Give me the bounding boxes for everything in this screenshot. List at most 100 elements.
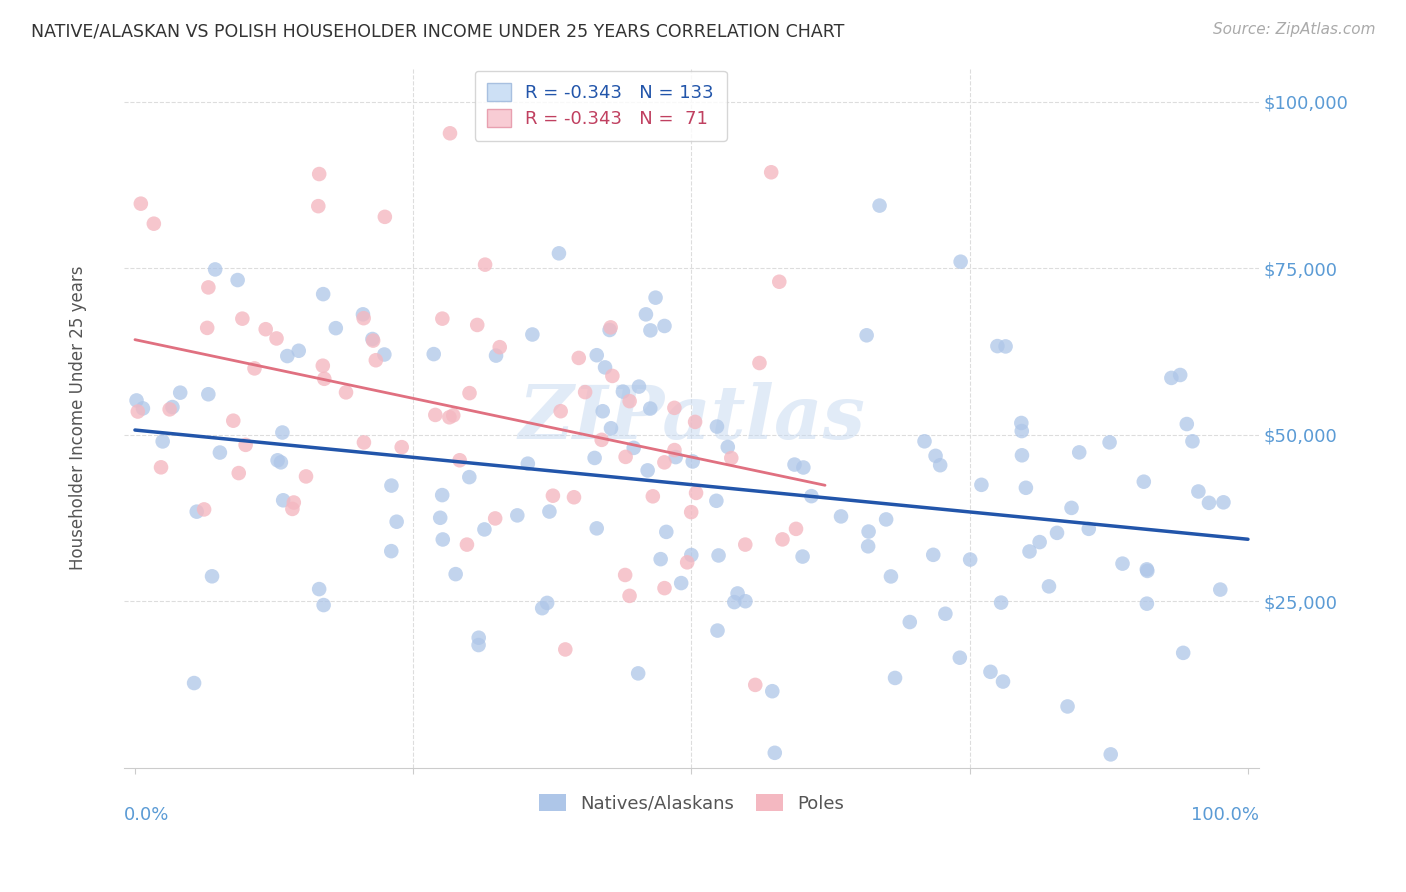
Point: [602, 368, 624, 383]
Point: [271, 425, 294, 440]
Point: [1038, 579, 1060, 593]
Point: [681, 548, 703, 562]
Point: [422, 347, 444, 361]
Point: [585, 521, 607, 535]
Point: [266, 453, 288, 467]
Point: [583, 450, 606, 465]
Point: [924, 449, 946, 463]
Point: [467, 638, 489, 652]
Point: [1136, 564, 1159, 578]
Point: [706, 493, 728, 508]
Point: [727, 586, 749, 600]
Point: [761, 684, 783, 698]
Point: [1046, 525, 1069, 540]
Point: [707, 549, 730, 563]
Point: [783, 458, 806, 472]
Point: [186, 505, 208, 519]
Point: [650, 552, 672, 566]
Point: [374, 210, 396, 224]
Point: [772, 533, 794, 547]
Point: [1187, 484, 1209, 499]
Point: [425, 408, 447, 422]
Point: [554, 642, 576, 657]
Point: [934, 607, 956, 621]
Point: [1136, 562, 1159, 576]
Text: ZIPatlas: ZIPatlas: [517, 382, 865, 454]
Point: [380, 478, 402, 492]
Point: [979, 665, 1001, 679]
Point: [949, 650, 972, 665]
Point: [949, 254, 972, 268]
Point: [287, 343, 309, 358]
Point: [312, 359, 335, 373]
Point: [391, 440, 413, 454]
Point: [432, 311, 454, 326]
Point: [614, 450, 637, 464]
Point: [361, 334, 384, 348]
Point: [197, 387, 219, 401]
Point: [439, 126, 461, 140]
Point: [1133, 475, 1156, 489]
Point: [522, 327, 544, 342]
Point: [325, 321, 347, 335]
Point: [1060, 500, 1083, 515]
Point: [352, 307, 374, 321]
Point: [235, 438, 257, 452]
Point: [228, 466, 250, 480]
Point: [991, 674, 1014, 689]
Point: [183, 676, 205, 690]
Point: [761, 165, 783, 179]
Point: [1099, 747, 1122, 762]
Point: [295, 469, 318, 483]
Point: [380, 544, 402, 558]
Point: [361, 332, 384, 346]
Text: NATIVE/ALASKAN VS POLISH HOUSEHOLDER INCOME UNDER 25 YEARS CORRELATION CHART: NATIVE/ALASKAN VS POLISH HOUSEHOLDER INC…: [31, 22, 845, 40]
Point: [129, 196, 152, 211]
Point: [169, 385, 191, 400]
Point: [307, 199, 329, 213]
Point: [541, 489, 564, 503]
Point: [1011, 448, 1033, 462]
Point: [162, 400, 184, 414]
Point: [193, 502, 215, 516]
Point: [444, 567, 467, 582]
Point: [335, 385, 357, 400]
Point: [574, 385, 596, 400]
Point: [456, 538, 478, 552]
Point: [226, 273, 249, 287]
Point: [669, 576, 692, 591]
Point: [312, 287, 335, 301]
Point: [1175, 417, 1198, 431]
Point: [1168, 368, 1191, 382]
Point: [488, 340, 510, 354]
Point: [222, 414, 245, 428]
Point: [970, 478, 993, 492]
Point: [591, 433, 613, 447]
Point: [201, 569, 224, 583]
Point: [734, 594, 756, 608]
Point: [638, 401, 661, 416]
Point: [281, 502, 304, 516]
Point: [125, 393, 148, 408]
Point: [506, 508, 529, 523]
Point: [1160, 371, 1182, 385]
Point: [748, 356, 770, 370]
Point: [959, 552, 981, 566]
Point: [1136, 597, 1159, 611]
Point: [283, 495, 305, 509]
Point: [880, 569, 903, 583]
Point: [619, 589, 641, 603]
Point: [1173, 646, 1195, 660]
Point: [665, 450, 688, 464]
Point: [314, 372, 336, 386]
Point: [1011, 424, 1033, 438]
Point: [132, 401, 155, 416]
Point: [1111, 557, 1133, 571]
Point: [634, 307, 657, 321]
Point: [599, 320, 621, 334]
Point: [538, 504, 561, 518]
Point: [855, 328, 877, 343]
Point: [548, 246, 571, 260]
Point: [485, 349, 508, 363]
Point: [1018, 544, 1040, 558]
